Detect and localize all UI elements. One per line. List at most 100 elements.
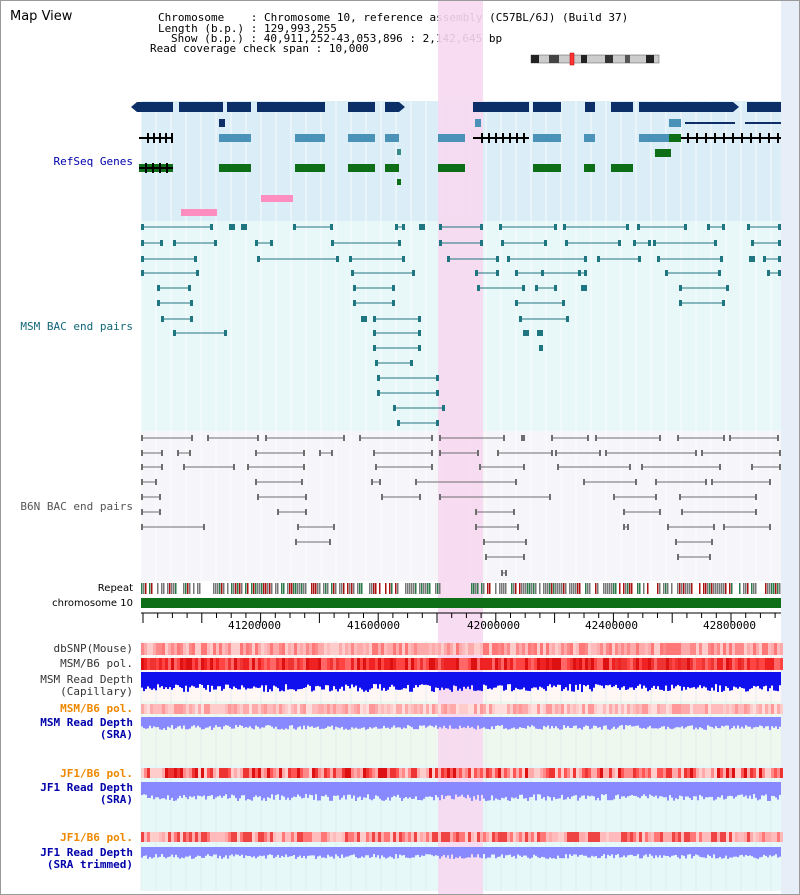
jf1-depth-sra-bar — [549, 782, 551, 798]
msm-depth-sra-bar — [693, 717, 695, 730]
jf1-depth-sra-bar — [417, 782, 419, 801]
jf1-depth-trimmed-bar — [519, 847, 521, 856]
dbsnp-heat-cell — [141, 643, 144, 655]
b6n-bac-end — [655, 479, 657, 485]
track-label-msm-b6-pol-2[interactable]: MSM/B6 pol. — [60, 702, 133, 715]
refseq-exon — [516, 133, 518, 143]
msm-depth-capillary-bar — [435, 672, 437, 688]
msm-b6-pol-cell — [414, 658, 417, 670]
msm-depth-capillary-bar — [499, 672, 501, 686]
track-label-msm-depth-sra[interactable]: MSM Read Depth (SRA) — [40, 717, 133, 741]
track-label-dbsnp[interactable]: dbSNP(Mouse) — [53, 642, 133, 655]
track-label-jf1-depth-trimmed[interactable]: JF1 Read Depth (SRA trimmed) — [40, 847, 133, 871]
msm-depth-sra-bar — [249, 717, 251, 727]
dbsnp-heat-cell — [561, 643, 564, 655]
msm-b6-pol-cell — [141, 704, 144, 714]
track-label-msm-depth-capillary[interactable]: MSM Read Depth (Capillary) — [40, 674, 133, 698]
track-label-refseq[interactable]: RefSeq Genes — [53, 155, 133, 168]
dbsnp-heat-cell — [249, 643, 252, 655]
jf1-depth-trimmed-bar — [739, 847, 741, 856]
msm-depth-sra-bar — [175, 717, 177, 729]
msm-depth-sra-bar — [647, 717, 649, 728]
repeat-element — [245, 583, 247, 594]
jf1-b6-pol-cell — [240, 768, 243, 778]
msm-b6-pol-cell — [636, 704, 639, 714]
jf1-depth-sra-bar — [343, 782, 345, 796]
msm-b6-pol-cell — [780, 658, 783, 670]
msm-b6-pol-cell — [210, 658, 213, 670]
jf1-depth-trimmed-bar — [615, 847, 617, 855]
jf1-b6-pol-cell — [771, 768, 774, 778]
dbsnp-heat-cell — [762, 643, 765, 655]
jf1-depth-trimmed-bar — [329, 847, 331, 857]
jf1-b6-pol-cell — [603, 768, 606, 778]
jf1-b6-pol-cell — [582, 768, 585, 778]
msm-b6-pol-cell — [549, 658, 552, 670]
msm-b6-pol-cell — [483, 704, 486, 714]
track-label-jf1-b6-pol-1[interactable]: JF1/B6 pol. — [60, 767, 133, 780]
repeat-element — [667, 583, 669, 594]
repeat-element — [379, 583, 381, 594]
msm-depth-sra-bar — [651, 717, 653, 729]
msm-depth-sra-bar — [231, 717, 233, 729]
track-label-repeat[interactable]: Repeat — [97, 583, 133, 594]
jf1-b6-pol-cell — [483, 832, 486, 842]
track-label-chromosome[interactable]: chromosome 10 — [52, 598, 133, 609]
dbsnp-heat-cell — [624, 643, 627, 655]
msm-depth-capillary-bar — [569, 672, 571, 685]
jf1-depth-trimmed-bar — [621, 847, 623, 858]
jf1-b6-pol-cell — [216, 832, 219, 842]
dbsnp-heat-cell — [369, 643, 372, 655]
jf1-b6-pol-cell — [246, 832, 249, 842]
b6n-bac-end — [551, 450, 553, 456]
repeat-element — [527, 583, 529, 594]
b6n-bac-end — [371, 479, 373, 485]
track-label-b6n-bac[interactable]: B6N BAC end pairs — [20, 500, 133, 513]
jf1-b6-pol-cell — [732, 768, 735, 778]
msm-depth-capillary-bar — [407, 672, 409, 685]
msm-depth-sra-bar — [527, 717, 529, 726]
track-label-jf1-depth-sra[interactable]: JF1 Read Depth (SRA) — [40, 782, 133, 806]
jf1-depth-sra-bar — [257, 782, 259, 798]
jf1-b6-pol-cell — [513, 768, 516, 778]
jf1-depth-trimmed-bar — [449, 847, 451, 859]
jf1-b6-pol-cell — [600, 832, 603, 842]
msm-b6-pol-cell — [624, 704, 627, 714]
track-label-jf1-b6-pol-2[interactable]: JF1/B6 pol. — [60, 831, 133, 844]
msm-depth-sra-bar — [341, 717, 343, 727]
msm-depth-capillary-bar — [563, 672, 565, 690]
repeat-element — [683, 583, 685, 594]
msm-depth-sra-bar — [393, 717, 395, 726]
jf1-depth-sra-bar — [511, 782, 513, 798]
msm-bac-end — [402, 224, 405, 230]
jf1-depth-sra-bar — [445, 782, 447, 797]
msm-depth-capillary-bar — [415, 672, 417, 686]
jf1-b6-pol-cell — [660, 832, 663, 842]
msm-depth-capillary-bar — [773, 672, 775, 691]
refseq-gene — [747, 102, 781, 112]
msm-b6-pol-cell — [690, 704, 693, 714]
msm-depth-sra-bar — [477, 717, 479, 726]
dbsnp-heat-cell — [168, 643, 171, 655]
refseq-gene — [611, 102, 633, 112]
jf1-depth-trimmed-bar — [441, 847, 443, 857]
msm-b6-pol-cell — [486, 704, 489, 714]
jf1-b6-pol-cell — [747, 768, 750, 778]
jf1-b6-pol-cell — [714, 832, 717, 842]
msm-b6-pol-cell — [414, 704, 417, 714]
jf1-b6-pol-cell — [585, 832, 588, 842]
msm-depth-sra-bar — [377, 717, 379, 729]
msm-depth-sra-bar — [757, 717, 759, 728]
track-label-msm-b6-pol-1[interactable]: MSM/B6 pol. — [60, 657, 133, 670]
jf1-depth-sra-bar — [475, 782, 477, 800]
jf1-b6-pol-cell — [222, 832, 225, 842]
track-label-msm-bac[interactable]: MSM BAC end pairs — [20, 320, 133, 333]
msm-b6-pol-cell — [303, 704, 306, 714]
jf1-b6-pol-cell — [450, 768, 453, 778]
jf1-b6-pol-cell — [759, 768, 762, 778]
msm-depth-sra-bar — [709, 717, 711, 727]
msm-depth-capillary-bar — [721, 672, 723, 692]
jf1-depth-trimmed-bar — [231, 847, 233, 855]
